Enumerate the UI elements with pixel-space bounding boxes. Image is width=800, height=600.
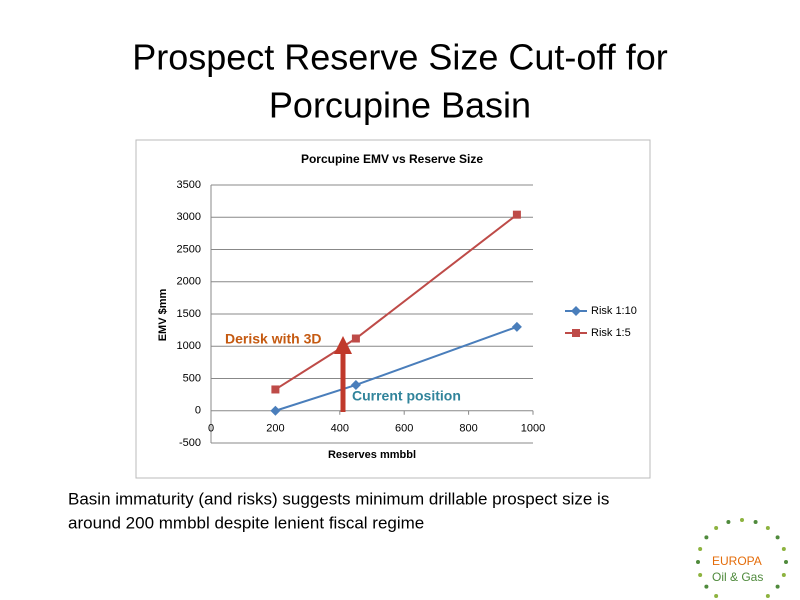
y-tick-label: 2500 <box>177 243 201 255</box>
y-tick-label: 1000 <box>177 340 201 352</box>
logo-dot <box>765 593 770 598</box>
y-tick-label: -500 <box>179 437 201 449</box>
logo-text: EUROPA <box>712 554 762 568</box>
logo-dot <box>698 572 703 577</box>
logo-dot <box>765 526 770 531</box>
x-axis-label: Reserves mmbbl <box>328 449 416 461</box>
caption: Basin immaturity (and risks) suggests mi… <box>68 489 609 508</box>
logo-dot <box>781 572 786 577</box>
x-tick-label: 200 <box>266 423 284 435</box>
y-tick-label: 3500 <box>177 179 201 191</box>
logo-dot <box>704 584 709 589</box>
x-tick-label: 400 <box>331 423 349 435</box>
plot: -500 0 500 1000 1500 2000 2500 3000 3500 0 200 400 6… <box>177 179 637 449</box>
logo-dot <box>753 520 758 525</box>
logo-dot <box>784 560 788 564</box>
marker <box>512 210 521 219</box>
y-tick-label: 0 <box>195 405 201 417</box>
legend-label: Risk 1:10 <box>591 305 637 317</box>
annotation: Derisk with 3D <box>225 331 321 347</box>
marker <box>350 379 361 390</box>
logo-dot <box>775 584 780 589</box>
y-tick-label: 500 <box>183 372 201 384</box>
marker <box>271 385 280 394</box>
annotation: Current position <box>352 388 461 404</box>
logo-dot <box>726 520 731 525</box>
y-tick-label: 3000 <box>177 211 201 223</box>
marker <box>511 321 522 332</box>
logo-mark <box>696 518 788 600</box>
logo-dot <box>714 526 719 531</box>
logo-text: Oil & Gas <box>712 570 763 584</box>
y-tick-label: 1500 <box>177 308 201 320</box>
logo-dot <box>698 547 703 552</box>
logo-dot <box>704 535 709 540</box>
x-tick-label: 0 <box>208 423 214 435</box>
arrow-head <box>334 336 352 354</box>
slide-title: Porcupine Basin <box>269 85 531 126</box>
legend-label: Risk 1:5 <box>591 327 631 339</box>
y-tick-label: 2000 <box>177 276 201 288</box>
x-tick-label: 600 <box>395 423 413 435</box>
marker <box>270 405 281 416</box>
logo-dot <box>781 547 786 552</box>
chart-title: Porcupine EMV vs Reserve Size <box>301 152 483 166</box>
logo-dot <box>714 593 719 598</box>
y-axis-label: EMV $mm <box>157 288 169 341</box>
caption: around 200 mmbbl despite lenient fiscal … <box>68 513 424 532</box>
logo-dot <box>696 560 700 564</box>
marker <box>351 334 360 343</box>
slide-title: Prospect Reserve Size Cut-off for <box>132 37 668 78</box>
logo-dot <box>740 518 744 522</box>
marker <box>572 329 580 337</box>
logo-dot <box>775 535 780 540</box>
marker <box>571 306 581 316</box>
x-tick-label: 800 <box>459 423 477 435</box>
x-tick-label: 1000 <box>521 423 545 435</box>
